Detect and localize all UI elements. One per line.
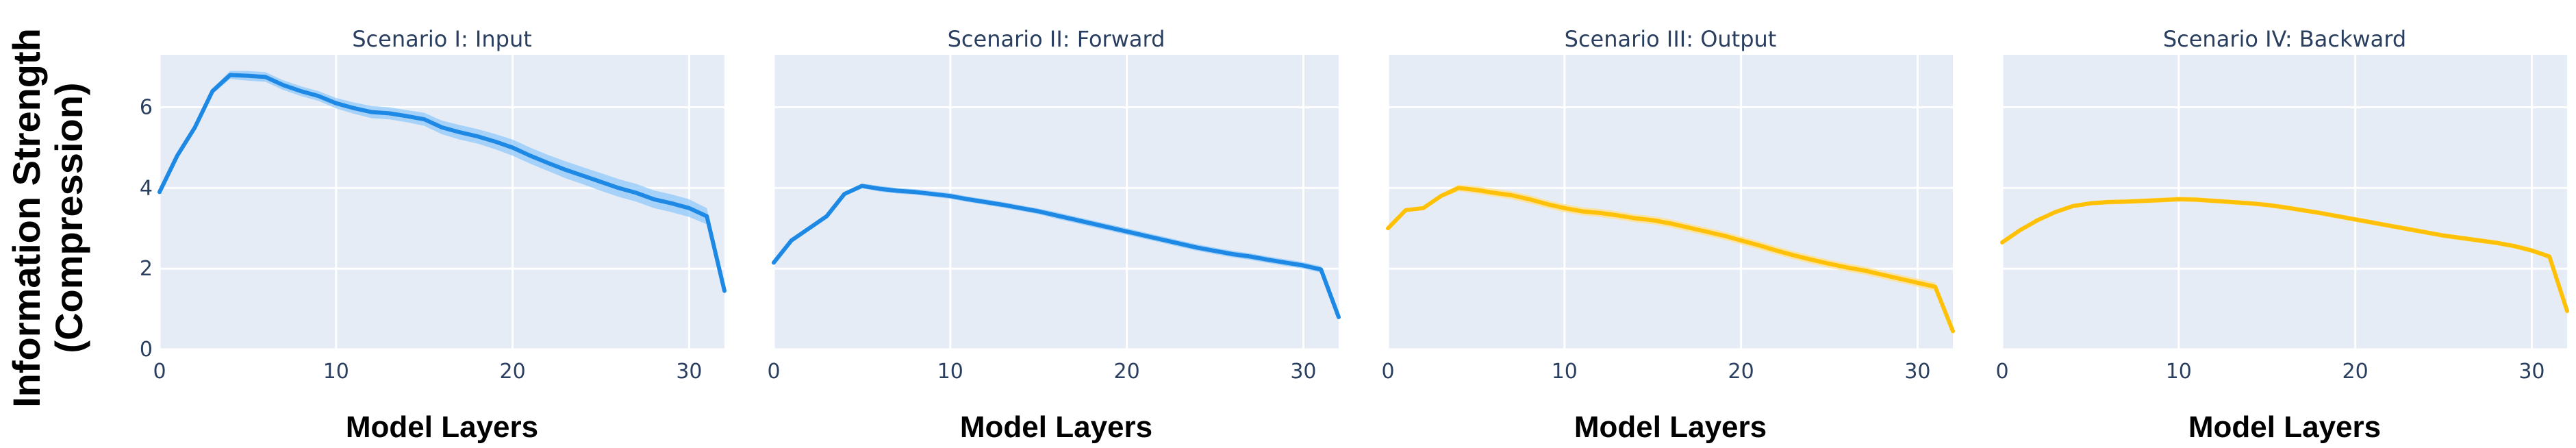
x-tick-label: 20: [2343, 360, 2369, 384]
x-axis-title: Model Layers: [1574, 410, 1767, 444]
subplot-title: Scenario II: Forward: [948, 26, 1165, 52]
series-line: [2000, 197, 2569, 313]
x-tick-label: 20: [1728, 360, 1754, 384]
y-tick-label: 6: [140, 96, 153, 120]
y-axis-title-line1: Information Strength: [5, 28, 48, 408]
plot-background: [1388, 55, 1953, 349]
series-line: [772, 184, 1341, 319]
subplot-title: Scenario I: Input: [352, 26, 532, 52]
chart-panel-1: 0 10 20 30 0 2 4 6 Scenario I: Input Model Layers: [140, 26, 727, 444]
y-tick-label: 0: [140, 338, 153, 362]
series-line: [1386, 186, 1955, 334]
y-tick-label: 2: [140, 257, 153, 281]
y-tick-label: 4: [140, 176, 153, 200]
plot-background: [774, 55, 1339, 349]
x-tick-label: 30: [2518, 360, 2545, 384]
subplot-title: Scenario IV: Backward: [2163, 26, 2406, 52]
chart-panels: 0 10 20 30 0 2 4 6 Scenario I: Input Model Layers…: [140, 26, 2569, 444]
x-tick-label: 0: [153, 360, 166, 384]
x-axis-title: Model Layers: [346, 410, 538, 444]
x-tick-label: 10: [2166, 360, 2192, 384]
x-tick-label: 30: [1290, 360, 1316, 384]
x-tick-label: 20: [500, 360, 526, 384]
x-tick-label: 0: [1381, 360, 1394, 384]
y-axis-title: Information Strength (Compression): [5, 28, 90, 408]
y-axis-title-line2: (Compression): [47, 82, 90, 353]
subplot-title: Scenario III: Output: [1565, 26, 1777, 52]
plot-background: [160, 55, 724, 349]
x-tick-label: 10: [1552, 360, 1578, 384]
chart-panel-3: 0 10 20 30 Scenario III: Output Model Layers: [1381, 26, 1955, 444]
x-tick-label: 0: [1995, 360, 2008, 384]
x-tick-label: 10: [937, 360, 963, 384]
confidence-band: [160, 71, 724, 295]
x-axis-title: Model Layers: [960, 410, 1152, 444]
x-tick-label: 20: [1114, 360, 1140, 384]
chart-panel-2: 0 10 20 30 Scenario II: Forward Model Layers: [767, 26, 1341, 444]
x-axis-title: Model Layers: [2188, 410, 2381, 444]
x-tick-label: 0: [767, 360, 780, 384]
chart-panel-4: 0 10 20 30 Scenario IV: Backward Model Layers: [1995, 26, 2569, 444]
x-tick-label: 30: [1904, 360, 1930, 384]
x-tick-label: 30: [676, 360, 702, 384]
series-line: [157, 73, 727, 293]
x-tick-label: 10: [323, 360, 349, 384]
